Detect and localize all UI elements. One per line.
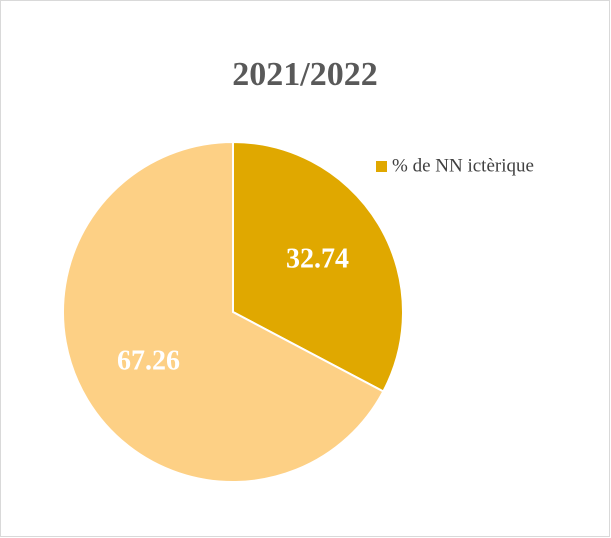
pie-slice (232, 140, 404, 393)
chart-title: 2021/2022 (232, 56, 377, 93)
legend-swatch (376, 161, 387, 172)
data-label: 67.26 (117, 345, 180, 376)
data-label: 32.74 (286, 244, 349, 275)
pie-slice (62, 140, 385, 483)
legend-label: % de NN ictèrique (392, 155, 534, 176)
